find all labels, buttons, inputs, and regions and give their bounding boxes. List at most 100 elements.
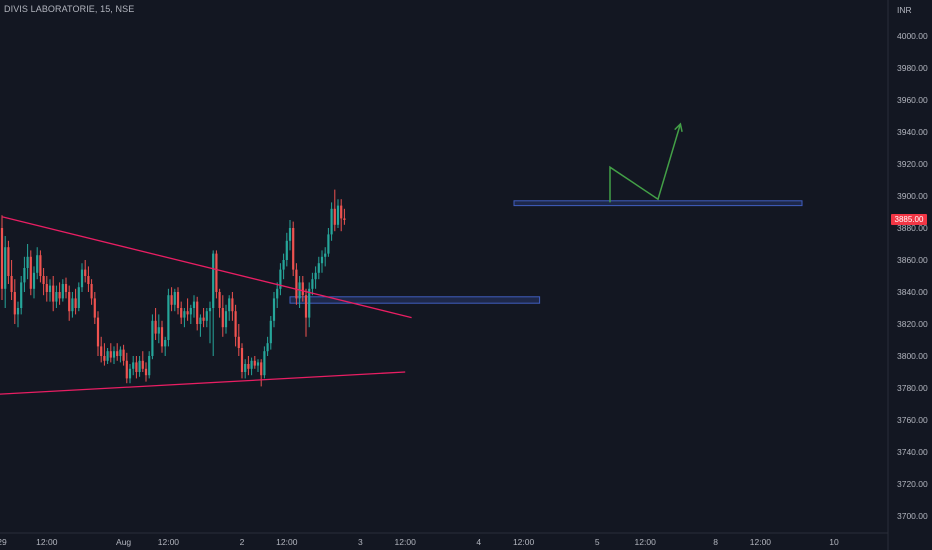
candle-body [90,284,93,299]
projection-arrowhead [674,122,683,132]
candle-body [186,311,189,315]
candle-body [253,360,256,366]
candle-body [212,253,215,308]
candle-body [58,292,61,299]
zone-rect [513,200,803,207]
projection-path [609,123,682,203]
candle-body [276,288,279,299]
candle-body [292,228,295,270]
candle-body [144,368,148,376]
y-tick-label: 3740.00 [897,447,928,457]
trendline [0,371,406,395]
candle-body [282,260,285,270]
candle-body [74,298,77,308]
candle-body [304,295,308,318]
candle-body [260,362,263,376]
x-tick-label: 12:00 [276,537,298,547]
candle-body [42,276,45,284]
candle-body [141,360,144,369]
chart-title: DIVIS LABORATORIE, 15, NSE [4,4,135,14]
candle-body [48,285,52,292]
candle-body [192,301,196,308]
trendline [1,216,412,319]
candle-body [234,311,237,337]
candle-body [272,298,276,321]
candle-body [285,240,288,260]
candle-body [250,360,253,369]
y-tick-label: 3960.00 [897,95,928,105]
candle-body [68,292,71,312]
candle-body [112,351,116,358]
x-tick-label: 3 [358,537,363,547]
y-tick-label: 3880.00 [897,223,928,233]
candle-body [55,292,58,302]
candle-body [103,356,106,361]
y-tick-label: 3860.00 [897,255,928,265]
candle-body [247,364,250,369]
candle-body [80,269,84,288]
candle-body [170,295,173,305]
x-tick-label: 12:00 [513,537,535,547]
candle-body [333,208,336,225]
last-price-label: 3885.00 [891,214,927,225]
candle-body [135,362,138,372]
candle-body [327,234,330,254]
candle-body [20,282,23,308]
candle-body [308,288,311,318]
candle-body [167,295,170,340]
candle-body [125,360,128,379]
candle-body [116,351,119,356]
candle-body [36,255,39,273]
y-tick-label: 3700.00 [897,511,928,521]
candle-body [295,269,298,299]
candle-body [109,351,112,358]
candle-body [13,292,16,315]
candle-body [0,228,4,289]
x-tick-label: 12:00 [395,537,417,547]
y-tick-label: 3720.00 [897,479,928,489]
candle-body [231,298,234,312]
y-tick-label: 3820.00 [897,319,928,329]
candle-body [176,292,180,308]
candle-body [330,208,333,235]
candle-body [122,349,125,361]
x-tick-label: 8 [713,537,718,547]
candle-body [77,287,80,308]
candle-body [151,320,154,356]
candle-body [244,364,247,372]
x-tick-label: Aug [116,537,131,547]
candle-body [311,279,314,289]
candle-body [205,311,208,321]
candle-body [61,284,64,299]
y-tick-label: 3760.00 [897,415,928,425]
candle-body [202,317,205,321]
candle-body [336,205,340,225]
candle-body [180,308,183,318]
candle-body [320,256,324,264]
candle-body [317,263,320,273]
candle-body [45,284,48,292]
candle-body [301,282,304,296]
candle-body [240,348,244,372]
candle-body [93,298,96,318]
x-tick-label: 12:00 [750,537,772,547]
candle-body [343,218,346,220]
candle-body [148,356,151,376]
candle-body [84,269,87,276]
y-tick-label: 3980.00 [897,63,928,73]
candle-body [96,317,100,347]
x-tick-label: 12:00 [635,537,657,547]
candle-body [279,269,282,289]
candle-body [29,256,32,289]
candle-body [237,336,240,348]
candle-body [52,285,55,302]
candle-body [132,362,135,369]
x-tick-label: 4 [476,537,481,547]
candle-body [288,228,292,241]
candle-body [87,276,90,284]
candle-body [106,351,109,361]
candle-body [39,255,42,276]
candle-body [157,327,160,334]
candle-body [199,317,202,324]
